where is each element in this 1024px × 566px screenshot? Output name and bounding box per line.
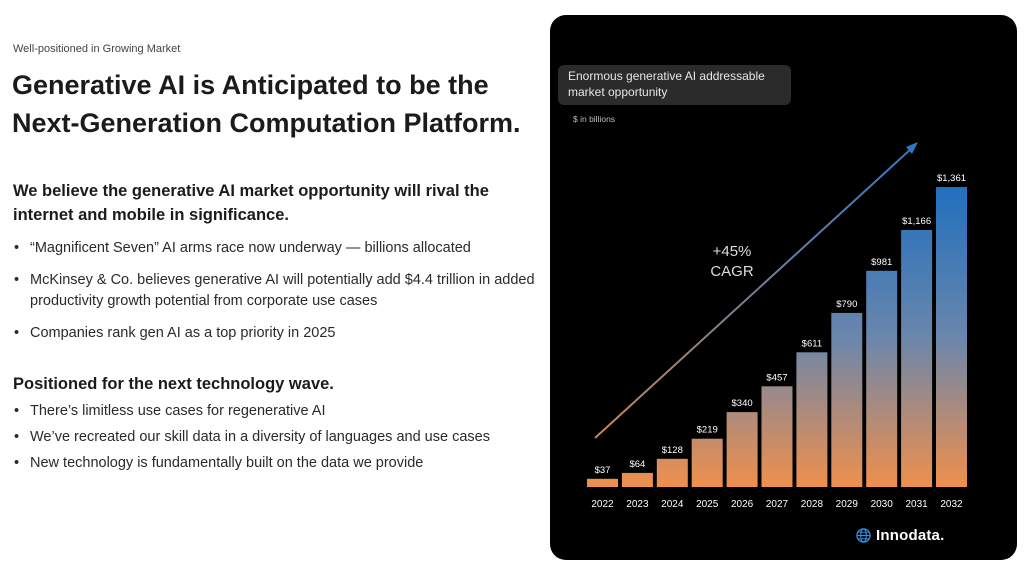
value-label-2030: $981 [871, 257, 892, 268]
bullet-item: “Magnificent Seven” AI arms race now und… [13, 238, 543, 259]
value-label-2026: $340 [732, 398, 753, 409]
chart-title: Enormous generative AI addressable marke… [568, 69, 765, 99]
bar-2032 [936, 187, 967, 487]
bullet-item: McKinsey & Co. believes generative AI wi… [13, 270, 543, 312]
bullet-item: New technology is fundamentally built on… [13, 453, 543, 474]
value-label-2028: $611 [802, 338, 822, 349]
unit-note: $ in billions [573, 114, 616, 124]
logo-text: Innodata. [876, 527, 945, 544]
bar-2022 [587, 478, 618, 487]
value-label-2032: $1,361 [937, 173, 966, 184]
value-label-2031: $1,166 [902, 216, 931, 227]
bullet-item: There’s limitless use cases for regenera… [13, 401, 543, 422]
x-tick-label: 2022 [591, 499, 614, 510]
x-tick-label: 2030 [871, 499, 894, 510]
cagr-value: +45% [713, 243, 752, 260]
market-bullet-list: “Magnificent Seven” AI arms race now und… [13, 238, 543, 355]
page-title: Generative AI is Anticipated to be the N… [12, 70, 521, 138]
x-tick-label: 2024 [661, 499, 684, 510]
bar-2027 [761, 386, 793, 487]
x-tick-label: 2032 [940, 499, 963, 510]
x-tick-label: 2029 [836, 499, 859, 510]
x-tick-label: 2023 [626, 499, 649, 510]
bullet-item: Companies rank gen AI as a top priority … [13, 323, 543, 344]
bar-2029 [831, 312, 863, 487]
bullet-item: We’ve recreated our skill data in a dive… [13, 427, 543, 448]
bar-2023 [621, 472, 653, 487]
globe-logo-icon [856, 528, 871, 543]
value-label-2025: $219 [697, 425, 718, 436]
x-tick-label: 2027 [766, 499, 789, 510]
trend-arrow-head [906, 142, 918, 154]
bar-2025 [691, 438, 723, 487]
bar-2030 [866, 270, 898, 487]
x-tick-label: 2031 [905, 499, 928, 510]
section-heading-market: We believe the generative AI market oppo… [13, 182, 489, 224]
x-tick-label: 2026 [731, 499, 754, 510]
trend-arrow [594, 147, 913, 439]
cagr-label: CAGR [710, 263, 754, 280]
value-label-2027: $457 [766, 372, 787, 383]
innodata-logo: Innodata. [856, 527, 944, 544]
value-label-2029: $790 [836, 299, 857, 310]
bar-chart: $37 $64 $128 $219 $340 $457 $611 $790 $981 $1,166… [587, 142, 967, 510]
section-heading-wave: Positioned for the next technology wave. [13, 375, 334, 393]
value-label-2024: $128 [662, 445, 683, 456]
x-tick-label: 2028 [801, 499, 824, 510]
bar-2031 [901, 230, 933, 487]
bar-2024 [656, 458, 688, 487]
chart-title-badge [558, 65, 791, 105]
bar-2026 [726, 412, 758, 487]
eyebrow-text: Well-positioned in Growing Market [13, 43, 181, 55]
chart-panel: Enormous generative AI addressable marke… [550, 15, 1017, 560]
value-label-2022: $37 [595, 465, 611, 476]
x-tick-label: 2025 [696, 499, 719, 510]
wave-bullet-list: There’s limitless use cases for regenera… [13, 401, 543, 479]
bar-2028 [796, 352, 828, 487]
value-label-2023: $64 [629, 459, 645, 470]
